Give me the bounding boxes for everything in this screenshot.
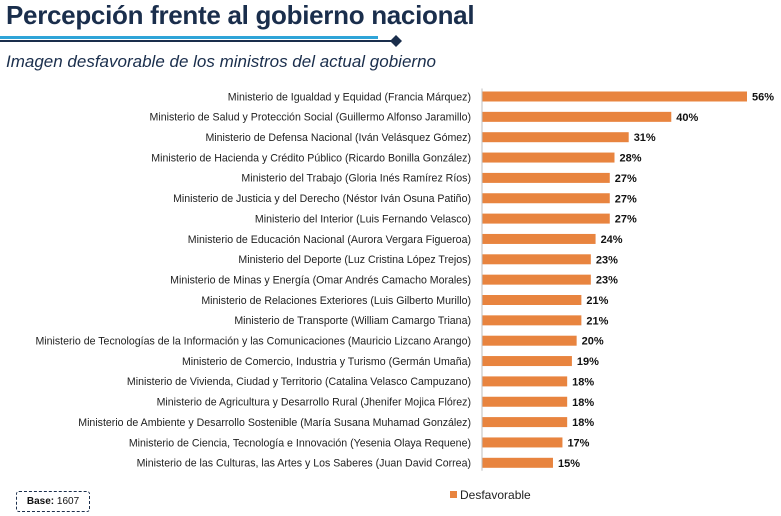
- value-label: 27%: [615, 173, 637, 185]
- bar: [482, 315, 582, 326]
- value-label: 23%: [596, 275, 618, 287]
- category-label: Ministerio de Vivienda, Ciudad y Territo…: [127, 376, 471, 388]
- bar: [482, 152, 615, 163]
- value-label: 23%: [596, 254, 618, 266]
- value-label: 20%: [582, 336, 604, 348]
- page-subtitle: Imagen desfavorable de los ministros del…: [6, 52, 436, 71]
- category-label: Ministerio de Tecnologías de la Informac…: [35, 336, 471, 348]
- bar: [482, 213, 610, 224]
- value-label: 56%: [752, 92, 774, 104]
- bar: [482, 437, 563, 448]
- value-label: 21%: [586, 295, 608, 307]
- bar: [482, 396, 568, 407]
- bar: [482, 457, 553, 468]
- value-label: 15%: [558, 458, 580, 470]
- category-label: Ministerio de Ciencia, Tecnología e Inno…: [129, 437, 471, 449]
- title-underline: [0, 35, 402, 47]
- category-label: Ministerio de Defensa Nacional (Iván Vel…: [205, 132, 471, 144]
- value-label: 31%: [634, 132, 656, 144]
- bar: [482, 111, 672, 122]
- legend-swatch: [450, 491, 457, 498]
- category-label: Ministerio del Trabajo (Gloria Inés Ramí…: [241, 173, 471, 185]
- value-label: 18%: [572, 376, 594, 388]
- value-label: 28%: [620, 153, 642, 165]
- bar: [482, 417, 568, 428]
- bar: [482, 295, 582, 305]
- bar: [482, 356, 572, 367]
- value-label: 27%: [615, 214, 637, 226]
- category-label: Ministerio de Relaciones Exteriores (Lui…: [201, 295, 471, 307]
- value-label: 18%: [572, 397, 594, 409]
- value-label: 40%: [676, 112, 698, 124]
- category-label: Ministerio de Igualdad y Equidad (Franci…: [228, 91, 471, 103]
- bar: [482, 193, 610, 204]
- base-label: Base:: [26, 496, 55, 507]
- bar: [482, 172, 610, 183]
- category-label: Ministerio del Deporte (Luz Cristina Lóp…: [238, 254, 471, 266]
- bar: [482, 254, 591, 265]
- value-label: 27%: [615, 193, 637, 205]
- bar: [482, 91, 747, 102]
- bar: [482, 376, 568, 387]
- value-label: 19%: [577, 356, 599, 368]
- page-title: Percepción frente al gobierno nacional: [6, 0, 475, 30]
- category-label: Ministerio de Justicia y del Derecho (Né…: [173, 193, 471, 205]
- category-label: Ministerio de Educación Nacional (Aurora…: [188, 234, 471, 246]
- category-label: Ministerio de Transporte (William Camarg…: [234, 315, 471, 327]
- legend-label: Desfavorable: [460, 488, 531, 502]
- category-label: Ministerio de Comercio, Industria y Turi…: [182, 356, 471, 368]
- bar: [482, 335, 577, 346]
- category-label: Ministerio de Minas y Energía (Omar Andr…: [170, 274, 471, 286]
- base-sample-box: Base: 1607: [16, 491, 90, 512]
- category-label: Ministerio de Ambiente y Desarrollo Sost…: [78, 417, 471, 429]
- value-label: 21%: [586, 315, 608, 327]
- category-label: Ministerio de las Culturas, las Artes y …: [137, 458, 471, 470]
- bar: [482, 233, 596, 244]
- bar: [482, 132, 629, 143]
- category-label: Ministerio de Agricultura y Desarrollo R…: [157, 397, 471, 409]
- value-label: 18%: [572, 417, 594, 429]
- chart-legend: Desfavorable: [450, 488, 531, 502]
- value-label: 24%: [601, 234, 623, 246]
- category-label: Ministerio de Salud y Protección Social …: [150, 112, 471, 124]
- base-value: 1607: [56, 496, 80, 507]
- category-label: Ministerio del Interior (Luis Fernando V…: [255, 213, 471, 225]
- value-label: 17%: [567, 437, 589, 449]
- bar: [482, 274, 591, 285]
- category-label: Ministerio de Hacienda y Crédito Público…: [151, 152, 471, 164]
